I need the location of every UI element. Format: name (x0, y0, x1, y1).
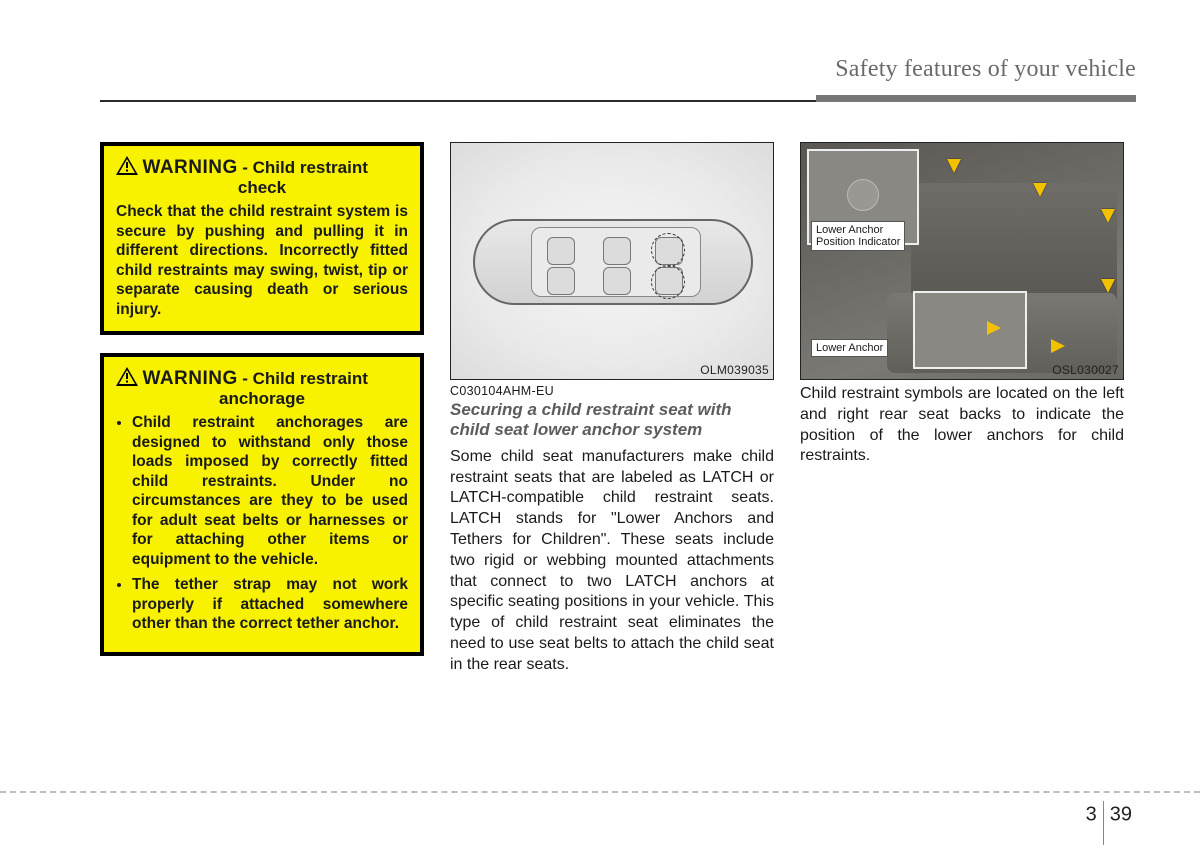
warning-heading: WARNING - Child restraint (116, 367, 408, 391)
warning-bullet: Child restraint anchorages are designed … (132, 413, 408, 569)
mid-seat-left (603, 237, 631, 265)
warning-subtitle-line1: - Child restraint (242, 369, 368, 388)
warning-subtitle-line2: check (116, 178, 408, 198)
front-seat-left (547, 237, 575, 265)
inset-lower-anchor (913, 291, 1027, 369)
warning-label: WARNING (142, 157, 237, 178)
body-text: Child restraint symbols are located on t… (800, 384, 1124, 467)
front-seat-right (547, 267, 575, 295)
page: Safety features of your vehicle WARNING … (0, 0, 1200, 861)
section-title: Securing a child restraint seat with chi… (450, 400, 774, 441)
warning-icon (116, 367, 138, 391)
warning-body-list: Child restraint anchorages are designed … (116, 413, 408, 634)
warning-box-anchorage: WARNING - Child restraint anchorage Chil… (100, 353, 424, 656)
header: Safety features of your vehicle (100, 56, 1136, 102)
anchor-indicator-dot (847, 179, 879, 211)
page-number-separator (1103, 801, 1104, 845)
warning-icon (116, 156, 138, 180)
column-warnings: WARNING - Child restraint check Check th… (100, 142, 424, 676)
header-rule-accent (816, 95, 1136, 102)
anchor-highlight-ring (651, 233, 685, 267)
anchor-highlight-ring (651, 265, 685, 299)
warning-label: WARNING (142, 368, 237, 389)
figure-code: OLM039035 (700, 363, 769, 377)
label-lower-anchor: Lower Anchor (811, 339, 888, 357)
figure-code: OSL030027 (1052, 363, 1119, 377)
arrow-icon (1033, 183, 1047, 197)
warning-body-text: Check that the child restraint system is… (116, 202, 408, 319)
warning-bullet: The tether strap may not work properly i… (132, 575, 408, 634)
figure-rear-seat: Lower Anchor Position Indicator Lower An… (800, 142, 1124, 380)
label-position-indicator: Lower Anchor Position Indicator (811, 221, 905, 251)
column-anchor-photo: Lower Anchor Position Indicator Lower An… (800, 142, 1124, 676)
column-latch-info: OLM039035 C030104AHM-EU Securing a child… (450, 142, 774, 676)
figure-vehicle-topdown: OLM039035 (450, 142, 774, 380)
warning-box-check: WARNING - Child restraint check Check th… (100, 142, 424, 335)
arrow-icon (987, 321, 1001, 335)
chapter-number: 3 (1086, 803, 1097, 825)
page-index: 39 (1110, 803, 1132, 825)
arrow-icon (947, 159, 961, 173)
page-number: 3 39 (1086, 801, 1132, 829)
section-code: C030104AHM-EU (450, 384, 774, 398)
body-text: Some child seat manufacturers make child… (450, 447, 774, 676)
arrow-icon (1101, 279, 1115, 293)
chapter-title: Safety features of your vehicle (835, 56, 1136, 83)
footer-cut-line (0, 791, 1200, 793)
mid-seat-right (603, 267, 631, 295)
warning-heading: WARNING - Child restraint (116, 156, 408, 180)
content-columns: WARNING - Child restraint check Check th… (100, 142, 1136, 676)
arrow-icon (1051, 339, 1065, 353)
arrow-icon (1101, 209, 1115, 223)
warning-subtitle-line1: - Child restraint (242, 158, 368, 177)
warning-subtitle-line2: anchorage (116, 389, 408, 409)
seat-back (911, 183, 1117, 303)
